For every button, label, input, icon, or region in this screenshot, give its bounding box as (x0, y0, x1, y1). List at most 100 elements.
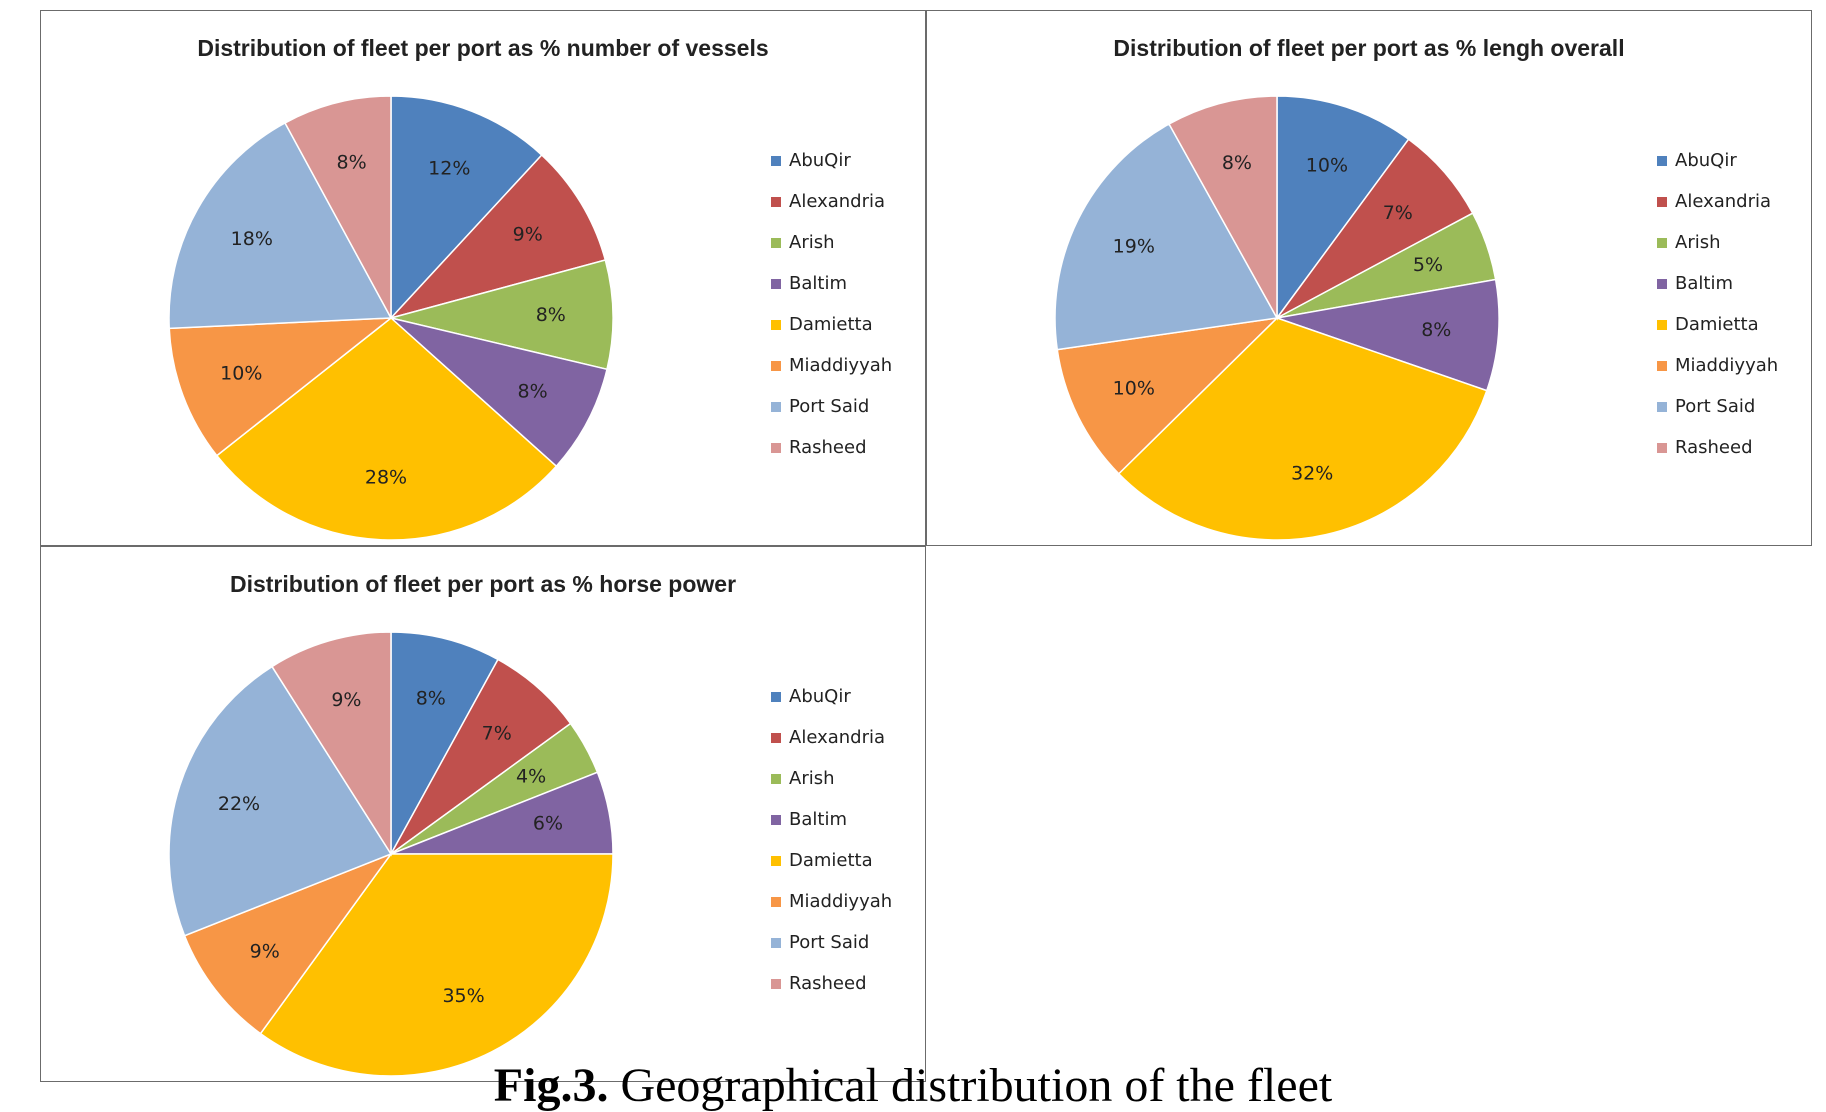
data-label-miaddiyyah: 9% (250, 941, 280, 963)
legend-label-baltim: Baltim (789, 809, 847, 830)
pie-slice-miaddiyyah (1056, 316, 1280, 475)
data-label-baltim: 6% (533, 813, 563, 835)
data-label-abu-qir: 10% (1306, 155, 1348, 177)
legend-swatch-abu-qir (771, 156, 781, 166)
data-label-rasheed: 9% (331, 689, 361, 711)
legend-swatch-alexandria (771, 197, 781, 207)
data-label-abu-qir: 12% (428, 158, 470, 180)
pie-slice-abu-qir (1276, 95, 1410, 321)
legend-swatch-baltim (771, 815, 781, 825)
legend-label-alexandria: Alexandria (1675, 191, 1771, 212)
figure-caption: Fig.3. Geographical distribution of the … (0, 1062, 1826, 1110)
legend-label-port-said: Port Said (789, 932, 869, 953)
legend-swatch-arish (771, 238, 781, 248)
pie-slice-damietta (259, 853, 614, 1077)
legend-label-baltim: Baltim (1675, 273, 1733, 294)
legend-label-damietta: Damietta (789, 314, 873, 335)
legend-label-alexandria: Alexandria (789, 727, 885, 748)
chart-title: Distribution of fleet per port as % numb… (197, 35, 769, 61)
legend-swatch-miaddiyyah (771, 897, 781, 907)
chart-title: Distribution of fleet per port as % leng… (1113, 35, 1625, 61)
pie-slice-abu-qir (390, 95, 543, 320)
chart-panel-length: Distribution of fleet per port as % leng… (926, 10, 1812, 546)
pie-slice-alexandria (388, 153, 607, 320)
data-label-baltim: 8% (518, 381, 548, 403)
legend-swatch-port-said (771, 938, 781, 948)
legend-swatch-rasheed (771, 443, 781, 453)
figure-caption-label: Fig.3. (493, 1059, 609, 1112)
pie-chart-vessels: 12% 9% 8% 8% 28% 10% 18% 8% AbuQir Alexandria Aris… (168, 95, 892, 541)
legend-swatch-rasheed (1657, 443, 1667, 453)
pie-slice-miaddiyyah (168, 317, 394, 457)
legend-label-damietta: Damietta (1675, 314, 1759, 335)
legend-label-abu-qir: AbuQir (1675, 150, 1737, 171)
pie-slice-damietta (1117, 317, 1488, 541)
legend-swatch-arish (1657, 238, 1667, 248)
data-label-damietta: 35% (442, 985, 484, 1007)
legend-label-miaddiyyah: Miaddiyyah (789, 891, 892, 912)
pie-slice-arish (390, 259, 614, 371)
legend-label-alexandria: Alexandria (789, 191, 885, 212)
data-label-alexandria: 9% (513, 224, 543, 246)
legend-label-rasheed: Rasheed (789, 973, 867, 994)
legend-label-abu-qir: AbuQir (789, 150, 851, 171)
legend-swatch-rasheed (771, 979, 781, 989)
legend-swatch-abu-qir (771, 692, 781, 702)
chart-panel-vessels: Distribution of fleet per port as % numb… (40, 10, 926, 546)
data-label-alexandria: 7% (482, 723, 512, 745)
data-label-miaddiyyah: 10% (1113, 378, 1155, 400)
data-label-arish: 5% (1413, 254, 1443, 276)
pie-chart-length: 10% 7% 5% 8% 32% 10% 19% 8% AbuQir Alexandria Aris… (1054, 95, 1778, 541)
legend-swatch-baltim (771, 279, 781, 289)
legend-label-abu-qir: AbuQir (789, 686, 851, 707)
data-label-rasheed: 8% (337, 152, 367, 174)
legend-swatch-port-said (1657, 402, 1667, 412)
legend-swatch-damietta (771, 320, 781, 330)
data-label-alexandria: 7% (1383, 202, 1413, 224)
data-label-port-said: 22% (218, 793, 260, 815)
data-label-abu-qir: 8% (416, 688, 446, 710)
legend-label-port-said: Port Said (789, 396, 869, 417)
chart-panel-horsepower: Distribution of fleet per port as % hors… (40, 546, 926, 1082)
legend-label-arish: Arish (789, 232, 835, 253)
legend-swatch-alexandria (771, 733, 781, 743)
pie-slice-abu-qir (390, 631, 499, 855)
pie-slice-baltim (1274, 278, 1500, 392)
pie-slice-rasheed (271, 631, 392, 857)
legend-label-arish: Arish (789, 768, 835, 789)
pie-slice-rasheed (1168, 95, 1278, 321)
legend-label-baltim: Baltim (789, 273, 847, 294)
data-label-damietta: 32% (1291, 462, 1333, 484)
data-label-baltim: 8% (1421, 319, 1451, 341)
data-label-port-said: 19% (1113, 236, 1155, 258)
pie-slice-port-said (168, 665, 393, 937)
legend-label-arish: Arish (1675, 232, 1721, 253)
pie-slice-port-said (168, 121, 393, 330)
chart-title: Distribution of fleet per port as % hors… (229, 571, 737, 597)
legend-label-miaddiyyah: Miaddiyyah (1675, 355, 1778, 376)
legend-label-port-said: Port Said (1675, 396, 1755, 417)
legend-swatch-baltim (1657, 279, 1667, 289)
pie-slice-miaddiyyah (183, 852, 394, 1035)
data-label-arish: 8% (536, 304, 566, 326)
legend-swatch-arish (771, 774, 781, 784)
data-label-damietta: 28% (365, 466, 407, 488)
legend-label-rasheed: Rasheed (789, 437, 867, 458)
figure-caption-text: Geographical distribution of the fleet (620, 1059, 1333, 1112)
pie-slice-port-said (1054, 122, 1279, 351)
legend-swatch-damietta (771, 856, 781, 866)
pie-slice-damietta (215, 317, 558, 541)
legend-swatch-miaddiyyah (771, 361, 781, 371)
pie-chart-horsepower: 8% 7%4% 6% 35% 9% 22% 9% AbuQir Alexandria Arish B… (168, 631, 892, 1077)
pie-slice-rasheed (284, 95, 392, 319)
data-label-miaddiyyah: 10% (220, 363, 262, 385)
legend-swatch-abu-qir (1657, 156, 1667, 166)
legend-label-miaddiyyah: Miaddiyyah (789, 355, 892, 376)
legend-label-damietta: Damietta (789, 850, 873, 871)
data-label-port-said: 18% (231, 228, 273, 250)
pie-slice-baltim (390, 317, 608, 468)
data-label-arish: 4% (516, 766, 546, 788)
data-label-rasheed: 8% (1222, 152, 1252, 174)
legend-swatch-miaddiyyah (1657, 361, 1667, 371)
legend-label-rasheed: Rasheed (1675, 437, 1753, 458)
